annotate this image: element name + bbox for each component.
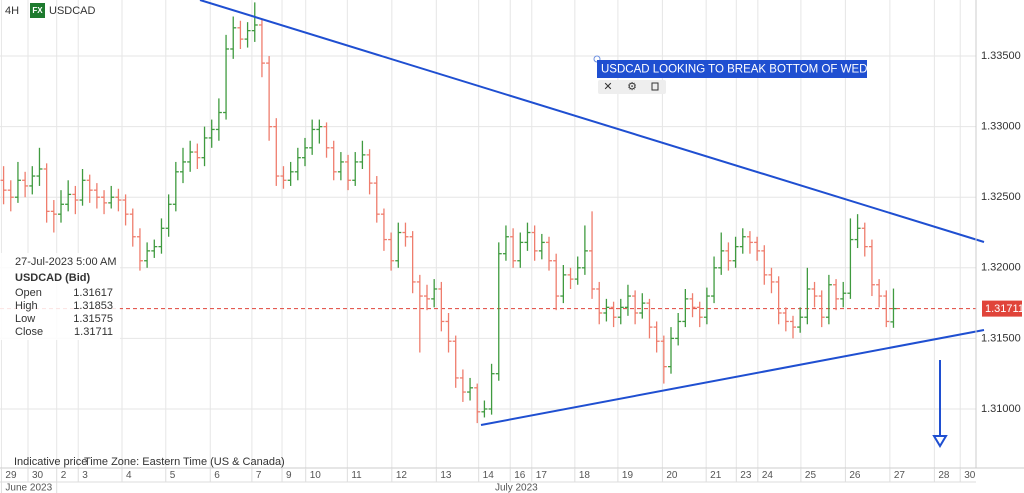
month-label: June 2023 bbox=[5, 483, 52, 493]
legend-symbol: USDCAD (Bid) bbox=[15, 272, 90, 284]
x-tick-label: 24 bbox=[762, 470, 774, 481]
settings-icon[interactable]: ⚙ bbox=[627, 81, 637, 93]
legend-label: High bbox=[15, 300, 38, 312]
x-tick-label: 20 bbox=[666, 470, 678, 481]
x-tick-label: 30 bbox=[964, 470, 976, 481]
x-tick-label: 21 bbox=[710, 470, 722, 481]
x-tick-label: 30 bbox=[32, 470, 44, 481]
y-tick-label: 1.32000 bbox=[981, 262, 1021, 274]
upper-trendline[interactable] bbox=[199, 0, 985, 243]
x-tick-label: 10 bbox=[310, 470, 322, 481]
lower-trendline[interactable] bbox=[480, 329, 985, 426]
x-tick-label: 29 bbox=[5, 470, 17, 481]
annotation-box[interactable] bbox=[597, 60, 867, 78]
interval[interactable]: 4H bbox=[5, 5, 19, 17]
copy-icon[interactable] bbox=[651, 82, 659, 91]
y-tick-label: 1.31000 bbox=[981, 403, 1021, 415]
annotation-tools bbox=[598, 80, 666, 94]
y-tick-label: 1.31500 bbox=[981, 332, 1021, 344]
x-tick-label: 14 bbox=[483, 470, 495, 481]
footer-note: Indicative price bbox=[14, 456, 87, 468]
x-tick-label: 7 bbox=[256, 470, 262, 481]
x-tick-label: 12 bbox=[396, 470, 408, 481]
x-tick-label: 25 bbox=[805, 470, 817, 481]
x-tick-label: 5 bbox=[170, 470, 176, 481]
badge-bg bbox=[30, 3, 45, 18]
month-label: July 2023 bbox=[495, 483, 538, 493]
grid bbox=[0, 0, 976, 468]
x-tick-label: 13 bbox=[440, 470, 452, 481]
x-tick-label: 27 bbox=[894, 470, 906, 481]
bars bbox=[0, 2, 897, 424]
x-tick-label: 4 bbox=[126, 470, 132, 481]
x-tick-label: 19 bbox=[622, 470, 634, 481]
symbol[interactable]: USDCAD bbox=[49, 5, 96, 17]
price-tag-bg bbox=[982, 300, 1022, 317]
legend-label: Low bbox=[15, 313, 35, 325]
x-tick-label: 17 bbox=[536, 470, 548, 481]
x-tick-label: 26 bbox=[849, 470, 861, 481]
x-tick-label: 28 bbox=[938, 470, 950, 481]
y-tick-label: 1.33000 bbox=[981, 121, 1021, 133]
legend-label: Close bbox=[15, 326, 43, 338]
badge: FX bbox=[32, 6, 43, 15]
legend-value: 1.31711 bbox=[74, 326, 113, 338]
x-tick-label: 2 bbox=[61, 470, 67, 481]
x-tick-label: 11 bbox=[351, 470, 362, 481]
y-tick-label: 1.33500 bbox=[981, 50, 1021, 62]
footer-timezone: Time Zone: Eastern Time (US & Canada) bbox=[84, 456, 285, 468]
x-tick-label: 9 bbox=[286, 470, 292, 481]
x-tick-label: 3 bbox=[82, 470, 88, 481]
legend-value: 1.31853 bbox=[73, 300, 113, 312]
x-tick-label: 6 bbox=[214, 470, 220, 481]
x-tick-label: 16 bbox=[514, 470, 526, 481]
legend-box bbox=[0, 253, 120, 340]
legend-label: Open bbox=[15, 287, 42, 299]
delete-icon[interactable]: ✕ bbox=[603, 81, 612, 93]
legend-value: 1.31575 bbox=[73, 313, 113, 325]
x-tick-label: 23 bbox=[740, 470, 752, 481]
x-tick-label: 18 bbox=[579, 470, 591, 481]
annotation[interactable]: USDCAD LOOKING TO BREAK BOTTOM OF WEDGE bbox=[601, 64, 884, 76]
price-tag: 1.31711 bbox=[985, 303, 1024, 315]
arrow-head bbox=[932, 435, 948, 448]
y-tick-label: 1.32500 bbox=[981, 191, 1021, 203]
legend-rows: Open 1.31617 High 1.31853 Low 1.31575 Close 1.3… bbox=[15, 287, 113, 338]
legend-time: 27-Jul-2023 5:00 AM bbox=[15, 256, 117, 268]
legend-value: 1.31617 bbox=[73, 287, 113, 299]
